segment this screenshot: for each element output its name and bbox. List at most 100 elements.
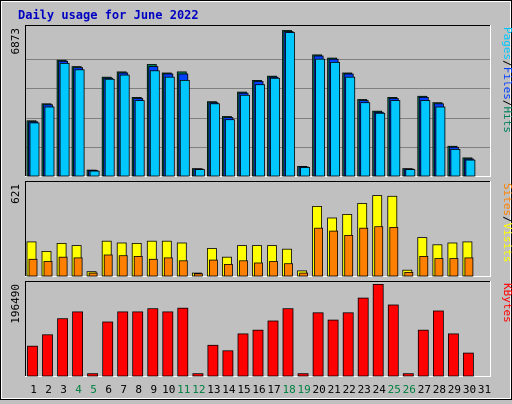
bar-sites-day-19 — [299, 272, 309, 277]
bar-kbytes-day-20 — [312, 312, 324, 377]
bar-kbytes-day-18 — [282, 308, 294, 377]
legend: Pages/Files/Hits — [501, 27, 512, 133]
bar-sites-day-25 — [389, 226, 399, 277]
bar-pages-day-8 — [134, 100, 145, 177]
bar-pages-day-20 — [315, 58, 326, 177]
bar-kbytes-day-19 — [297, 373, 309, 377]
bar-kbytes-day-2 — [42, 334, 53, 377]
chart-title: Daily usage for June 2022 — [18, 8, 199, 22]
bar-sites-day-30 — [464, 257, 474, 277]
bar-pages-day-17 — [270, 77, 280, 177]
bar-pages-day-27 — [420, 100, 431, 177]
bar-kbytes-day-3 — [57, 318, 68, 377]
bar-sites-day-26 — [404, 271, 414, 277]
bar-pages-day-1 — [29, 122, 40, 177]
bar-sites-day-16 — [254, 262, 263, 277]
bar-kbytes-day-13 — [207, 344, 219, 377]
x-label-day-20: 20 — [312, 383, 325, 396]
x-label-day-8: 8 — [135, 383, 142, 396]
bar-pages-day-21 — [330, 62, 341, 177]
bar-kbytes-day-26 — [402, 373, 414, 377]
bar-sites-day-12 — [193, 273, 203, 277]
bar-pages-day-9 — [149, 70, 160, 177]
bar-kbytes-day-4 — [72, 311, 83, 377]
bar-sites-day-28 — [434, 258, 444, 277]
x-label-day-14: 14 — [222, 383, 236, 396]
bar-kbytes-day-5 — [87, 373, 98, 377]
x-label-day-22: 22 — [343, 383, 356, 396]
y-axis-max-label: 196490 — [9, 284, 22, 324]
legend: KBytes — [501, 283, 512, 323]
bar-sites-day-21 — [329, 230, 339, 277]
bar-sites-day-6 — [103, 254, 113, 277]
x-label-day-6: 6 — [105, 383, 112, 396]
bar-kbytes-day-21 — [327, 319, 339, 377]
bar-pages-day-24 — [375, 112, 386, 177]
legend: Sites/Visits — [501, 183, 512, 263]
bar-sites-day-1 — [28, 258, 38, 277]
x-label-day-23: 23 — [358, 383, 371, 396]
panel-kbytes: 196490 KBytes — [9, 281, 512, 377]
bar-sites-day-11 — [178, 260, 188, 277]
bar-pages-day-5 — [89, 170, 100, 177]
x-label-day-29: 29 — [448, 383, 461, 396]
bar-sites-day-2 — [43, 261, 53, 277]
bar-sites-day-9 — [148, 258, 158, 277]
bar-pages-day-2 — [44, 106, 55, 177]
bar-sites-day-10 — [163, 257, 173, 277]
bar-kbytes-day-9 — [147, 308, 159, 377]
x-label-day-17: 17 — [267, 383, 280, 396]
x-label-day-11: 11 — [177, 383, 190, 396]
bar-kbytes-day-29 — [447, 333, 459, 377]
x-label-day-25: 25 — [388, 383, 401, 396]
bar-pages-day-4 — [74, 69, 85, 177]
x-label-day-31: 31 — [478, 383, 491, 396]
bar-pages-day-26 — [405, 169, 416, 177]
bar-kbytes-day-16 — [252, 329, 264, 377]
x-label-day-18: 18 — [282, 383, 295, 396]
bar-kbytes-day-11 — [177, 307, 189, 377]
bar-sites-day-15 — [239, 260, 248, 277]
bar-pages-day-10 — [164, 76, 175, 177]
x-label-day-10: 10 — [162, 383, 175, 396]
bar-sites-day-27 — [419, 255, 429, 277]
bar-kbytes-day-24 — [372, 283, 384, 377]
x-label-day-19: 19 — [297, 383, 310, 396]
legend-item: Hits — [501, 107, 512, 134]
bar-kbytes-day-25 — [387, 304, 399, 377]
bar-sites-day-5 — [88, 272, 98, 277]
bar-kbytes-day-17 — [267, 320, 279, 377]
legend-item: Sites — [501, 183, 512, 216]
x-axis-labels: 1 2 3 4 5 6 7 8 9 10 11 12 13 14 15 16 17 18 19 20 21 22 23 24 2… — [30, 383, 491, 396]
bar-sites-day-18 — [284, 263, 293, 277]
bar-kbytes-day-23 — [357, 297, 369, 377]
bar-sites-day-24 — [374, 226, 384, 277]
bar-kbytes-day-12 — [192, 373, 204, 377]
legend-separator: / — [501, 216, 512, 223]
bar-pages-day-15 — [240, 94, 250, 177]
legend-item: KBytes — [501, 283, 512, 323]
bar-kbytes-day-30 — [462, 352, 474, 377]
bar-kbytes-day-27 — [417, 329, 429, 377]
bar-pages-day-18 — [285, 32, 295, 177]
x-label-day-5: 5 — [90, 383, 97, 396]
legend-item: Visits — [501, 223, 512, 263]
bar-pages-day-3 — [59, 63, 70, 177]
bar-sites-day-23 — [359, 227, 369, 277]
bar-pages-day-7 — [119, 74, 130, 177]
x-label-day-4: 4 — [75, 383, 82, 396]
x-label-day-3: 3 — [60, 383, 67, 396]
bar-sites-day-7 — [118, 255, 128, 277]
bar-pages-day-6 — [104, 78, 115, 177]
bar-pages-day-30 — [465, 159, 476, 177]
x-label-day-21: 21 — [328, 383, 341, 396]
x-label-day-30: 30 — [463, 383, 476, 396]
bar-pages-day-22 — [345, 76, 356, 177]
x-label-day-15: 15 — [237, 383, 250, 396]
bar-pages-day-11 — [179, 80, 190, 177]
bar-kbytes-day-15 — [237, 333, 249, 377]
bar-sites-day-3 — [58, 256, 68, 277]
bar-pages-day-19 — [300, 167, 311, 177]
